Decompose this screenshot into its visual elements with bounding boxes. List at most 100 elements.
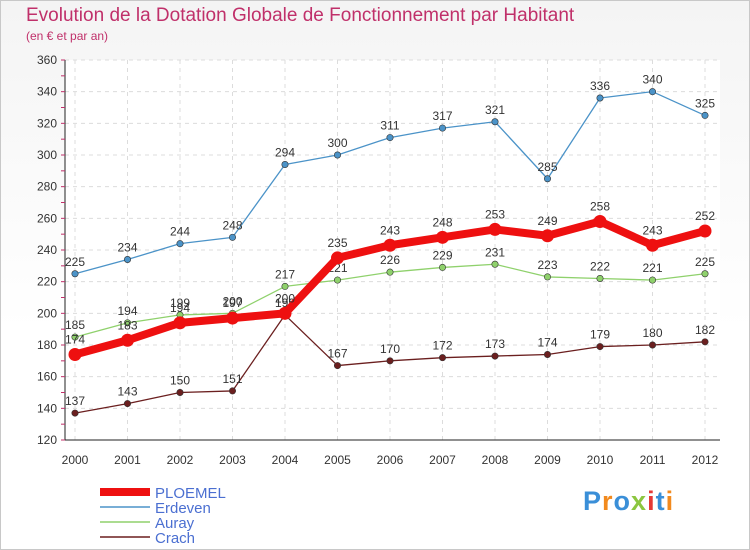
point-auray-2010 bbox=[596, 274, 604, 282]
data-label-auray-2007: 229 bbox=[432, 248, 452, 262]
point-crach-2005 bbox=[333, 362, 341, 370]
data-label-ploemel-2010: 258 bbox=[590, 200, 610, 214]
x-tick-label-2007: 2007 bbox=[429, 453, 456, 467]
logo-letter: x bbox=[631, 486, 648, 516]
x-tick-label-2010: 2010 bbox=[587, 453, 614, 467]
data-label-auray-2004: 217 bbox=[275, 267, 295, 281]
y-tick-label-260: 260 bbox=[37, 211, 57, 225]
data-label-ploemel-2001: 183 bbox=[117, 318, 137, 332]
data-label-crach-2003: 151 bbox=[222, 372, 242, 386]
y-tick-label-240: 240 bbox=[37, 243, 57, 257]
point-ploemel-2002 bbox=[173, 316, 187, 330]
point-ploemel-2005 bbox=[331, 251, 344, 265]
data-label-auray-2000: 185 bbox=[65, 318, 85, 332]
data-label-erdeven-2001: 234 bbox=[117, 241, 137, 255]
data-label-erdeven-2007: 317 bbox=[432, 109, 452, 123]
x-tick-label-2008: 2008 bbox=[482, 453, 509, 467]
x-tick-label-2003: 2003 bbox=[219, 453, 246, 467]
x-tick-label-2011: 2011 bbox=[640, 453, 666, 467]
point-auray-2009 bbox=[543, 273, 551, 281]
data-label-erdeven-2005: 300 bbox=[327, 136, 347, 150]
point-ploemel-2012 bbox=[698, 224, 712, 238]
data-label-ploemel-2004: 200 bbox=[275, 291, 295, 305]
y-tick-label-280: 280 bbox=[37, 180, 57, 194]
data-label-crach-2009: 174 bbox=[537, 336, 557, 350]
y-tick-label-340: 340 bbox=[37, 85, 57, 99]
y-tick-label-160: 160 bbox=[37, 370, 57, 384]
point-ploemel-2006 bbox=[383, 238, 397, 252]
point-auray-2005 bbox=[333, 276, 341, 284]
point-auray-2001 bbox=[124, 319, 132, 327]
data-label-ploemel-2008: 253 bbox=[485, 207, 505, 221]
point-ploemel-2009 bbox=[541, 229, 554, 243]
data-label-erdeven-2004: 294 bbox=[275, 146, 295, 160]
data-label-crach-2001: 143 bbox=[117, 385, 137, 399]
point-ploemel-2010 bbox=[593, 215, 607, 228]
point-erdeven-2012 bbox=[701, 111, 709, 119]
data-label-ploemel-2009: 249 bbox=[537, 214, 557, 228]
data-label-auray-2009: 223 bbox=[537, 258, 557, 272]
y-tick-label-320: 320 bbox=[37, 116, 57, 130]
point-erdeven-2009 bbox=[543, 175, 551, 183]
logo-letter: i bbox=[665, 486, 675, 516]
data-label-erdeven-2008: 321 bbox=[485, 103, 505, 117]
y-tick-label-200: 200 bbox=[37, 306, 57, 320]
data-label-ploemel-2006: 243 bbox=[380, 223, 400, 237]
data-label-ploemel-2005: 235 bbox=[327, 236, 347, 250]
legend-label-auray: Auray bbox=[155, 515, 195, 532]
data-label-erdeven-2012: 325 bbox=[695, 96, 715, 110]
data-label-auray-2012: 225 bbox=[695, 255, 715, 269]
point-crach-2001 bbox=[124, 400, 132, 408]
x-tick-label-2005: 2005 bbox=[324, 453, 351, 467]
point-erdeven-2007 bbox=[438, 124, 446, 132]
point-auray-2004 bbox=[281, 282, 289, 290]
data-label-auray-2003: 200 bbox=[222, 294, 242, 308]
point-crach-2008 bbox=[491, 352, 499, 360]
point-erdeven-2008 bbox=[491, 118, 499, 126]
data-label-crach-2008: 173 bbox=[485, 337, 505, 351]
legend-label-ploemel: PLOEMEL bbox=[155, 485, 226, 502]
point-ploemel-2011 bbox=[646, 238, 659, 252]
data-label-ploemel-2012: 252 bbox=[695, 209, 715, 223]
point-ploemel-2008 bbox=[488, 222, 502, 236]
point-erdeven-2011 bbox=[648, 88, 656, 96]
data-label-auray-2001: 194 bbox=[117, 304, 137, 318]
point-crach-2002 bbox=[176, 388, 184, 396]
point-auray-2012 bbox=[701, 270, 709, 278]
data-label-erdeven-2011: 340 bbox=[642, 73, 662, 87]
data-label-crach-2005: 167 bbox=[327, 347, 347, 361]
chart-subtitle: (en € et par an) bbox=[26, 29, 109, 43]
y-tick-label-220: 220 bbox=[37, 275, 57, 289]
logo-letter: i bbox=[647, 486, 656, 516]
point-erdeven-2006 bbox=[386, 134, 394, 142]
point-erdeven-2001 bbox=[124, 255, 132, 263]
point-erdeven-2003 bbox=[229, 233, 237, 241]
data-label-erdeven-2002: 244 bbox=[170, 225, 190, 239]
data-label-auray-2011: 221 bbox=[642, 261, 662, 275]
point-auray-2007 bbox=[438, 263, 446, 271]
data-label-crach-2006: 170 bbox=[380, 342, 400, 356]
data-label-auray-2002: 199 bbox=[170, 296, 190, 310]
point-crach-2010 bbox=[596, 343, 604, 351]
data-label-auray-2010: 222 bbox=[590, 260, 610, 274]
point-crach-2007 bbox=[438, 354, 446, 362]
y-tick-label-300: 300 bbox=[37, 148, 57, 162]
data-label-erdeven-2010: 336 bbox=[590, 79, 610, 93]
point-erdeven-2005 bbox=[333, 151, 341, 159]
point-erdeven-2004 bbox=[281, 161, 289, 169]
logo-letter: t bbox=[655, 486, 666, 516]
y-tick-label-360: 360 bbox=[37, 53, 57, 67]
data-label-erdeven-2006: 311 bbox=[380, 119, 399, 133]
point-ploemel-2004 bbox=[278, 306, 292, 320]
data-label-auray-2008: 231 bbox=[485, 245, 505, 259]
data-label-crach-2002: 150 bbox=[170, 374, 190, 388]
point-crach-2012 bbox=[701, 338, 709, 346]
y-tick-label-180: 180 bbox=[37, 338, 57, 352]
point-ploemel-2007 bbox=[436, 230, 449, 244]
data-label-erdeven-2009: 285 bbox=[537, 160, 557, 174]
point-ploemel-2000 bbox=[68, 348, 82, 361]
x-tick-label-2000: 2000 bbox=[62, 453, 89, 467]
data-label-ploemel-2007: 248 bbox=[432, 215, 452, 229]
data-label-auray-2006: 226 bbox=[380, 253, 400, 267]
point-crach-2003 bbox=[229, 387, 237, 395]
